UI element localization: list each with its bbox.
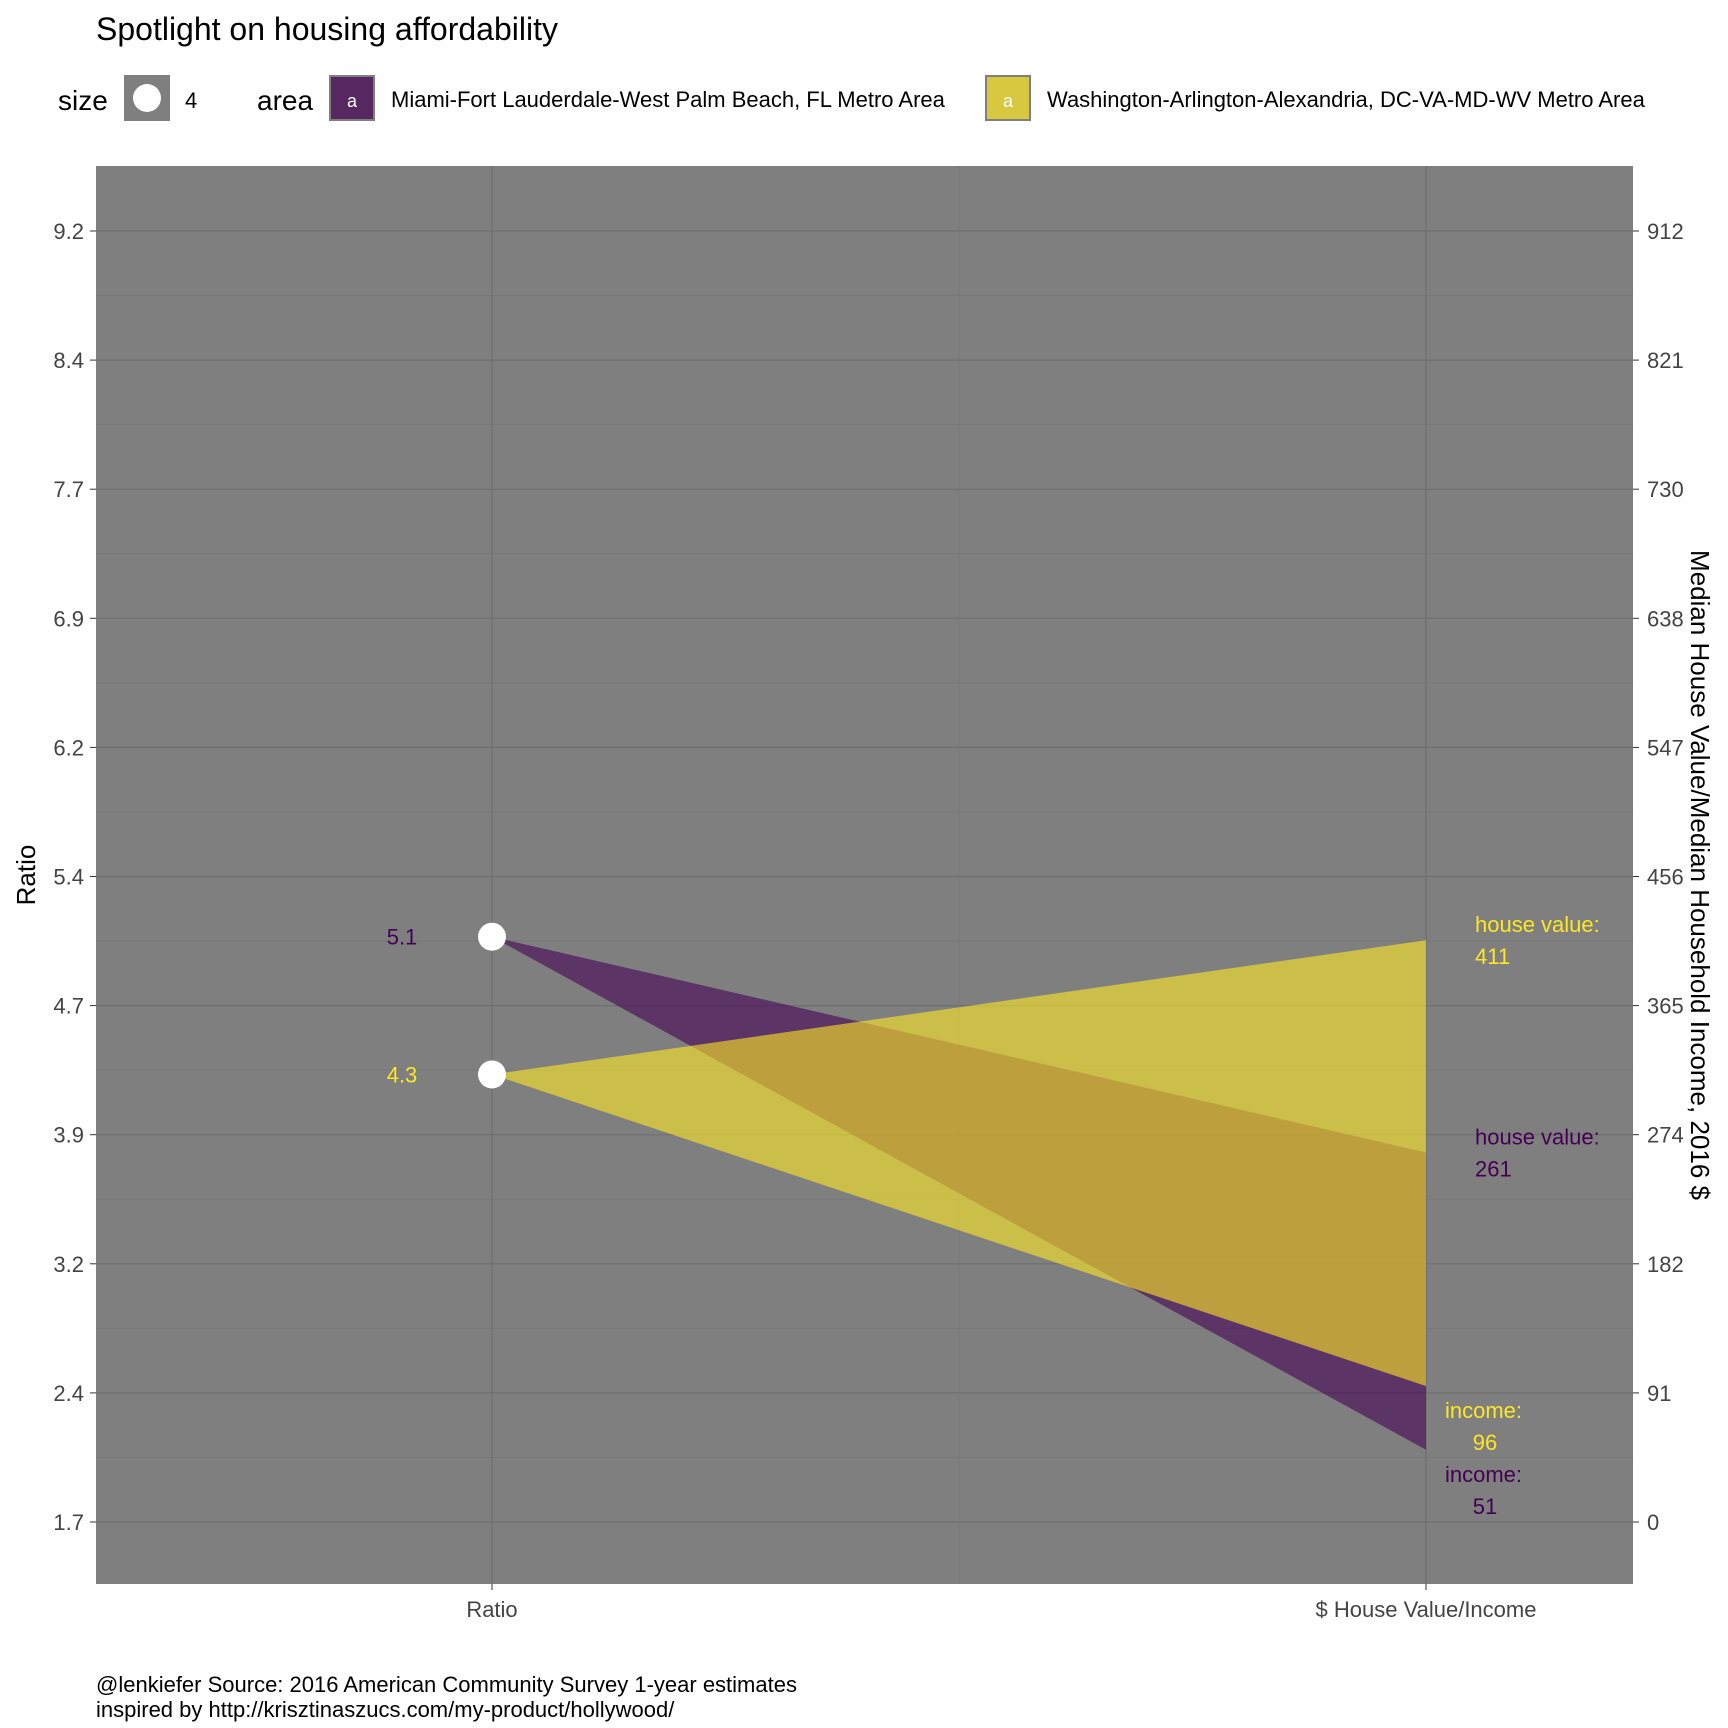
y-left-tick-label: 8.4 — [53, 348, 84, 373]
y-right-tick-label: 912 — [1647, 219, 1684, 244]
chart-title: Spotlight on housing affordability — [96, 11, 558, 47]
chart-marks: 5.1 house value: 261 income: 51 4.3 house valu… — [387, 912, 1600, 1519]
y-axis-left-title: Ratio — [11, 845, 41, 906]
legend-size-point — [133, 84, 161, 112]
caption-line-2: inspired by http://krisztinaszucs.com/my… — [96, 1697, 675, 1722]
axes: 9.2 8.4 7.7 6.9 6.2 5.4 4.7 3.9 3.2 2.4 1.7 912 821 7… — [53, 219, 1683, 1622]
legend-label-miami: Miami-Fort Lauderdale-West Palm Beach, F… — [391, 87, 946, 112]
house-value-number-miami: 261 — [1475, 1157, 1512, 1182]
income-label-miami: income: — [1445, 1462, 1522, 1487]
y-right-tick-label: 0 — [1647, 1510, 1659, 1535]
y-left-tick-label: 6.2 — [53, 735, 84, 760]
y-left-tick-label: 5.4 — [53, 865, 84, 890]
legend-label-washington: Washington-Arlington-Alexandria, DC-VA-M… — [1047, 87, 1646, 112]
y-right-tick-label: 456 — [1647, 865, 1684, 890]
y-left-tick-label: 4.7 — [53, 994, 84, 1019]
legend: size 4 area a Miami-Fort Lauderdale-West… — [58, 75, 1646, 121]
ratio-label-miami: 5.1 — [387, 925, 418, 950]
ratio-point-washington — [478, 1060, 506, 1089]
ratio-label-washington: 4.3 — [387, 1062, 418, 1087]
y-right-tick-label: 365 — [1647, 994, 1684, 1019]
y-left-tick-label: 2.4 — [53, 1381, 84, 1406]
legend-area-title: area — [257, 85, 313, 116]
house-value-label-miami: house value: — [1475, 1125, 1600, 1150]
income-number-washington: 96 — [1473, 1430, 1497, 1455]
house-value-label-washington: house value: — [1475, 912, 1600, 937]
legend-size-value: 4 — [185, 88, 197, 113]
y-right-tick-label: 638 — [1647, 606, 1684, 631]
y-left-tick-label: 9.2 — [53, 219, 84, 244]
x-tick-label: $ House Value/Income — [1316, 1597, 1537, 1622]
income-label-washington: income: — [1445, 1398, 1522, 1423]
x-tick-label: Ratio — [466, 1597, 517, 1622]
caption-line-1: @lenkiefer Source: 2016 American Communi… — [96, 1672, 797, 1697]
y-left-tick-label: 3.2 — [53, 1252, 84, 1277]
y-right-tick-label: 547 — [1647, 735, 1684, 760]
y-left-tick-label: 3.9 — [53, 1123, 84, 1148]
y-right-tick-label: 730 — [1647, 477, 1684, 502]
income-number-miami: 51 — [1473, 1494, 1497, 1519]
y-axis-right-title: Median House Value/Median Household Inco… — [1685, 550, 1715, 1200]
y-left-tick-label: 7.7 — [53, 477, 84, 502]
y-right-tick-label: 182 — [1647, 1252, 1684, 1277]
y-right-tick-label: 274 — [1647, 1123, 1684, 1148]
legend-size-title: size — [58, 85, 108, 116]
y-left-tick-label: 6.9 — [53, 606, 84, 631]
y-left-tick-label: 1.7 — [53, 1510, 84, 1535]
legend-glyph-miami: a — [347, 91, 358, 111]
legend-swatch-washington — [987, 77, 1029, 119]
ratio-point-miami — [478, 922, 506, 951]
legend-swatch-miami — [331, 77, 373, 119]
house-value-number-washington: 411 — [1475, 944, 1510, 969]
y-right-tick-label: 91 — [1647, 1381, 1671, 1406]
legend-glyph-washington: a — [1003, 91, 1014, 111]
y-right-tick-label: 821 — [1647, 348, 1684, 373]
wedge-washington — [492, 940, 1426, 1387]
